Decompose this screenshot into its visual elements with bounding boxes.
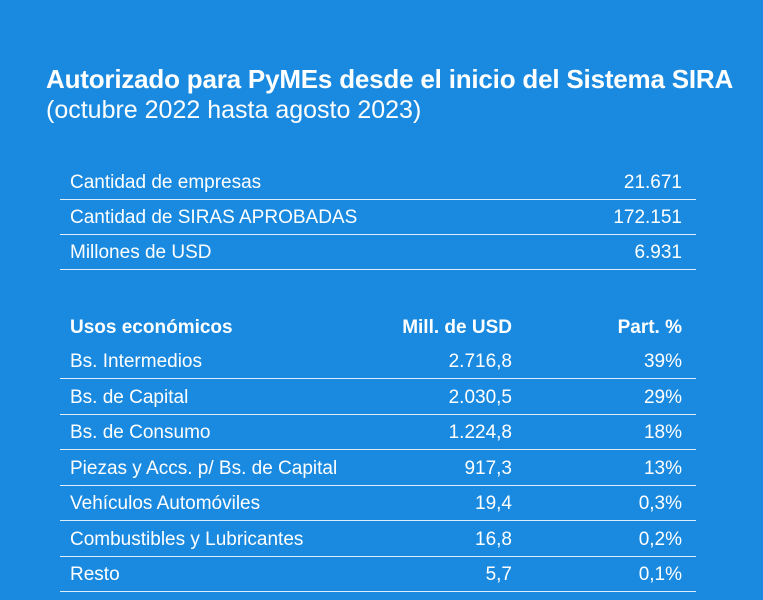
table-row: Bs. Intermedios 2.716,8 39% [60, 344, 696, 379]
usos-usd: 16,8 [475, 528, 512, 550]
summary-row-empresas: Cantidad de empresas 21.671 [60, 165, 696, 200]
usos-part: 0,2% [638, 528, 682, 550]
summary-label: Millones de USD [70, 242, 212, 263]
header-part: Part. % [617, 316, 682, 338]
table-row: Combustibles y Lubricantes 16,8 0,2% [60, 521, 696, 557]
table-row: Vehículos Automóviles 19,4 0,3% [60, 486, 696, 521]
usos-usd: 19,4 [475, 493, 512, 514]
usos-part: 39% [643, 351, 682, 372]
summary-label: Cantidad de SIRAS APROBADAS [70, 207, 358, 228]
usos-header-row: Usos económicos Mill. de USD Part. % [60, 308, 696, 344]
page-subtitle: (octubre 2022 hasta agosto 2023) [46, 96, 422, 124]
usos-name: Combustibles y Lubricantes [70, 528, 304, 550]
usos-usd: 1.224,8 [448, 422, 512, 443]
header-usd: Mill. de USD [402, 316, 512, 338]
summary-value: 21.671 [623, 172, 682, 193]
heading: Autorizado para PyMEs desde el inicio de… [46, 64, 746, 126]
header-usos: Usos económicos [70, 316, 233, 338]
usos-table: Usos económicos Mill. de USD Part. % Bs.… [60, 308, 696, 592]
usos-part: 13% [643, 457, 682, 479]
usos-part: 29% [643, 386, 682, 408]
page-title: Autorizado para PyMEs desde el inicio de… [46, 64, 734, 94]
usos-part: 18% [643, 422, 682, 443]
usos-name: Bs. Intermedios [70, 351, 202, 372]
table-row: Resto 5,7 0,1% [60, 557, 696, 592]
summary-table: Cantidad de empresas 21.671 Cantidad de … [60, 165, 696, 270]
summary-value: 6.931 [634, 242, 682, 263]
usos-part: 0,1% [638, 564, 682, 585]
table-row: Piezas y Accs. p/ Bs. de Capital 917,3 1… [60, 450, 696, 486]
table-row: Bs. de Consumo 1.224,8 18% [60, 415, 696, 450]
usos-usd: 2.030,5 [448, 386, 512, 408]
usos-name: Resto [70, 564, 120, 585]
usos-name: Bs. de Consumo [70, 422, 211, 443]
summary-row-siras: Cantidad de SIRAS APROBADAS 172.151 [60, 200, 696, 235]
table-row: Bs. de Capital 2.030,5 29% [60, 379, 696, 415]
usos-name: Vehículos Automóviles [70, 493, 261, 514]
summary-label: Cantidad de empresas [70, 172, 262, 193]
usos-usd: 5,7 [485, 564, 512, 585]
usos-name: Piezas y Accs. p/ Bs. de Capital [70, 457, 338, 479]
usos-part: 0,3% [638, 493, 682, 514]
summary-value: 172.151 [613, 207, 682, 228]
usos-usd: 917,3 [464, 457, 512, 479]
usos-name: Bs. de Capital [70, 386, 189, 408]
summary-row-usd: Millones de USD 6.931 [60, 235, 696, 270]
usos-usd: 2.716,8 [448, 351, 512, 372]
